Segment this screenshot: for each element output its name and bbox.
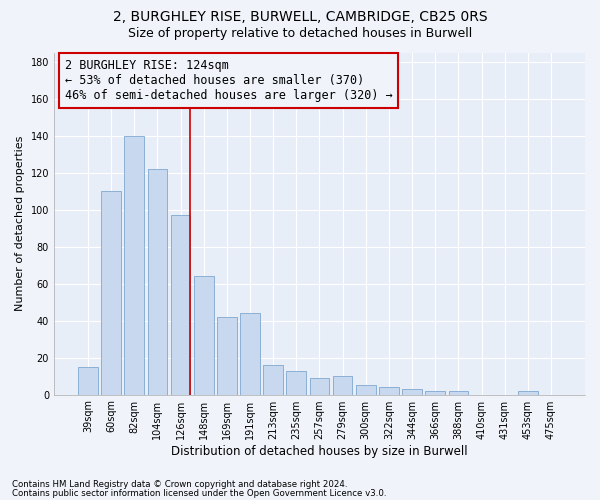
Bar bbox=[425, 391, 445, 394]
Bar bbox=[379, 387, 399, 394]
Bar bbox=[310, 378, 329, 394]
Bar bbox=[217, 317, 236, 394]
Text: Contains HM Land Registry data © Crown copyright and database right 2024.: Contains HM Land Registry data © Crown c… bbox=[12, 480, 347, 489]
Bar bbox=[518, 391, 538, 394]
Bar bbox=[449, 391, 468, 394]
X-axis label: Distribution of detached houses by size in Burwell: Distribution of detached houses by size … bbox=[171, 444, 468, 458]
Bar bbox=[170, 215, 190, 394]
Text: Contains public sector information licensed under the Open Government Licence v3: Contains public sector information licen… bbox=[12, 488, 386, 498]
Bar bbox=[356, 386, 376, 394]
Bar bbox=[286, 370, 306, 394]
Y-axis label: Number of detached properties: Number of detached properties bbox=[15, 136, 25, 311]
Bar bbox=[148, 169, 167, 394]
Bar bbox=[124, 136, 144, 394]
Text: 2 BURGHLEY RISE: 124sqm
← 53% of detached houses are smaller (370)
46% of semi-d: 2 BURGHLEY RISE: 124sqm ← 53% of detache… bbox=[65, 60, 392, 102]
Text: Size of property relative to detached houses in Burwell: Size of property relative to detached ho… bbox=[128, 28, 472, 40]
Bar bbox=[78, 367, 98, 394]
Bar bbox=[101, 191, 121, 394]
Bar bbox=[402, 389, 422, 394]
Text: 2, BURGHLEY RISE, BURWELL, CAMBRIDGE, CB25 0RS: 2, BURGHLEY RISE, BURWELL, CAMBRIDGE, CB… bbox=[113, 10, 487, 24]
Bar bbox=[333, 376, 352, 394]
Bar bbox=[194, 276, 214, 394]
Bar bbox=[263, 365, 283, 394]
Bar bbox=[240, 313, 260, 394]
